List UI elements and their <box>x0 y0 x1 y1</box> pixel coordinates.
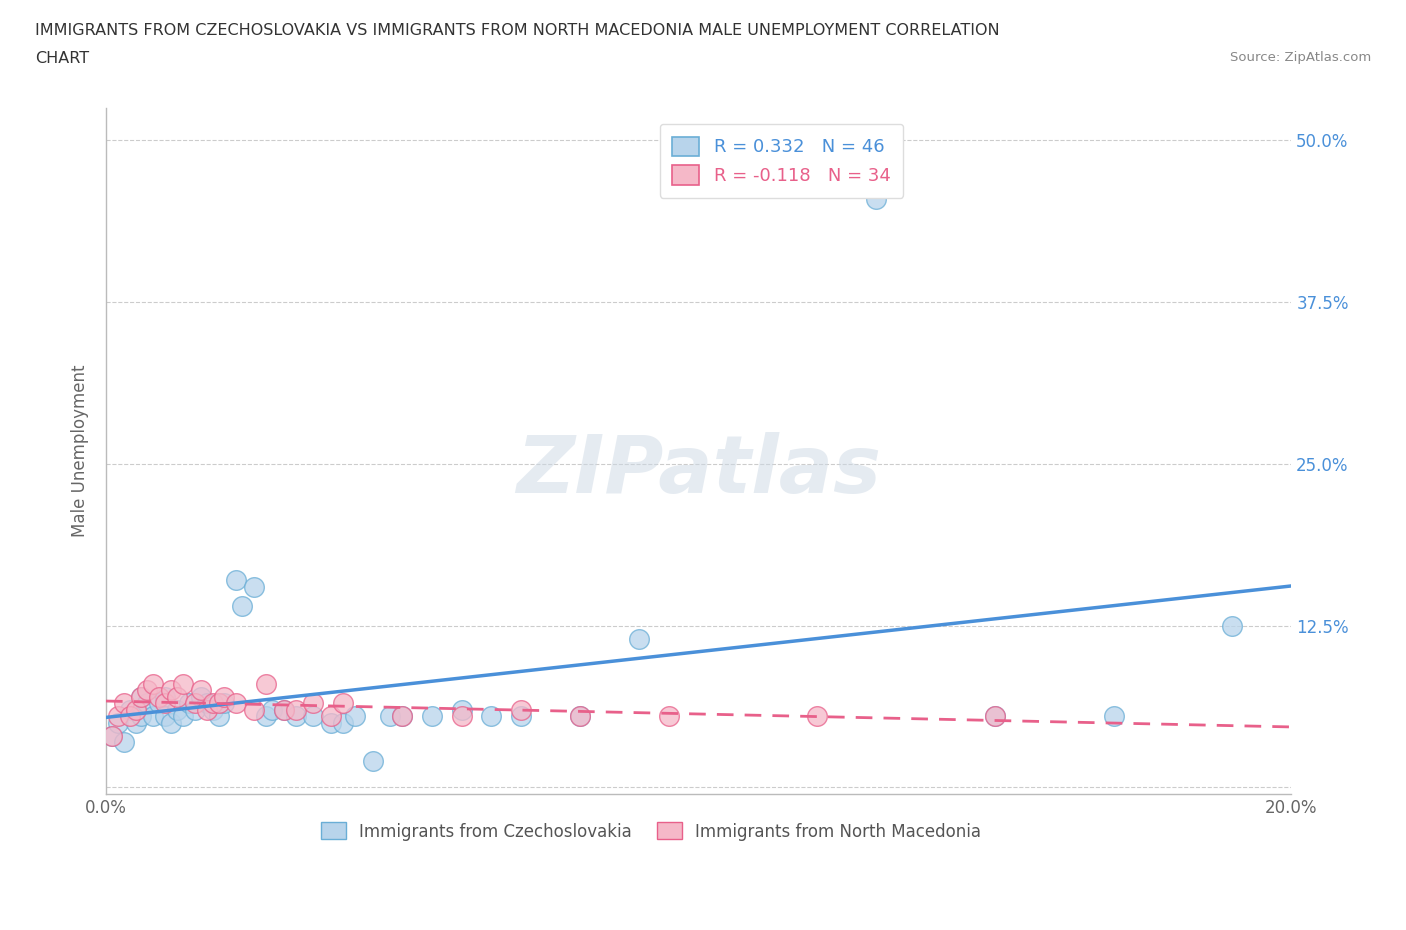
Point <box>131 689 153 704</box>
Point <box>153 689 176 704</box>
Text: Source: ZipAtlas.com: Source: ZipAtlas.com <box>1230 51 1371 64</box>
Point <box>124 702 146 717</box>
Point <box>166 702 188 717</box>
Point <box>343 709 366 724</box>
Point <box>273 702 295 717</box>
Point <box>136 696 159 711</box>
Point <box>142 709 165 724</box>
Point <box>1220 618 1243 633</box>
Point <box>361 754 384 769</box>
Point <box>153 709 176 724</box>
Point <box>658 709 681 724</box>
Text: CHART: CHART <box>35 51 89 66</box>
Point <box>195 702 218 717</box>
Point <box>391 709 413 724</box>
Point <box>207 709 229 724</box>
Point <box>201 696 224 711</box>
Point <box>160 683 183 698</box>
Text: IMMIGRANTS FROM CZECHOSLOVAKIA VS IMMIGRANTS FROM NORTH MACEDONIA MALE UNEMPLOYM: IMMIGRANTS FROM CZECHOSLOVAKIA VS IMMIGR… <box>35 23 1000 38</box>
Point <box>984 709 1007 724</box>
Point <box>569 709 592 724</box>
Point <box>190 689 212 704</box>
Point <box>136 683 159 698</box>
Point <box>112 735 135 750</box>
Point <box>391 709 413 724</box>
Point <box>273 702 295 717</box>
Point <box>118 709 141 724</box>
Point <box>177 696 200 711</box>
Point <box>1102 709 1125 724</box>
Point <box>184 702 207 717</box>
Point <box>148 696 170 711</box>
Point <box>450 709 472 724</box>
Point <box>101 728 124 743</box>
Y-axis label: Male Unemployment: Male Unemployment <box>72 365 89 538</box>
Point <box>231 599 253 614</box>
Point <box>984 709 1007 724</box>
Point <box>148 689 170 704</box>
Point <box>101 728 124 743</box>
Point <box>214 689 236 704</box>
Point <box>107 715 129 730</box>
Text: ZIPatlas: ZIPatlas <box>516 432 882 511</box>
Point <box>302 696 325 711</box>
Point <box>160 715 183 730</box>
Point <box>806 709 828 724</box>
Point <box>321 709 343 724</box>
Point <box>509 702 531 717</box>
Legend: Immigrants from Czechoslovakia, Immigrants from North Macedonia: Immigrants from Czechoslovakia, Immigran… <box>315 816 988 847</box>
Point <box>172 676 194 691</box>
Point <box>865 192 887 206</box>
Point <box>124 715 146 730</box>
Point <box>214 696 236 711</box>
Point <box>332 696 354 711</box>
Point <box>569 709 592 724</box>
Point <box>509 709 531 724</box>
Point <box>131 709 153 724</box>
Point <box>195 696 218 711</box>
Point <box>479 709 502 724</box>
Point <box>254 709 277 724</box>
Point <box>302 709 325 724</box>
Point <box>118 702 141 717</box>
Point <box>380 709 402 724</box>
Point <box>201 702 224 717</box>
Point <box>284 702 307 717</box>
Point <box>225 696 247 711</box>
Point <box>243 702 266 717</box>
Point <box>420 709 443 724</box>
Point <box>254 676 277 691</box>
Point <box>243 579 266 594</box>
Point <box>321 715 343 730</box>
Point <box>172 709 194 724</box>
Point <box>628 631 651 646</box>
Point <box>225 573 247 588</box>
Point <box>207 696 229 711</box>
Point <box>450 702 472 717</box>
Point <box>153 696 176 711</box>
Point <box>190 683 212 698</box>
Point <box>332 715 354 730</box>
Point <box>284 709 307 724</box>
Point <box>184 696 207 711</box>
Point <box>107 709 129 724</box>
Point <box>131 689 153 704</box>
Point <box>260 702 283 717</box>
Point <box>142 676 165 691</box>
Point <box>112 696 135 711</box>
Point <box>166 689 188 704</box>
